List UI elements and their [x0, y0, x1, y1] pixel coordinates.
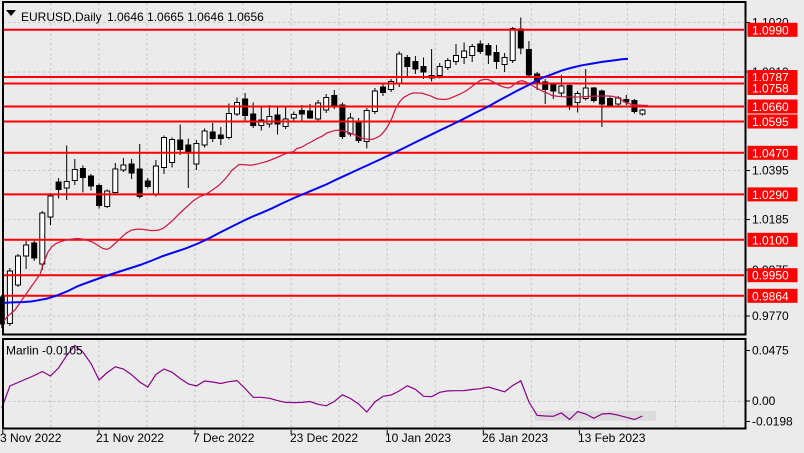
svg-text:21 Nov 2022: 21 Nov 2022: [96, 431, 164, 445]
svg-text:1.0395: 1.0395: [752, 164, 789, 178]
svg-text:-0.0198: -0.0198: [752, 415, 793, 429]
svg-text:13 Feb 2023: 13 Feb 2023: [578, 431, 646, 445]
svg-text:0.9864: 0.9864: [752, 289, 789, 303]
svg-text:1.0646 1.0665 1.0646 1.0656: 1.0646 1.0665 1.0646 1.0656: [107, 10, 264, 24]
svg-text:0.00: 0.00: [752, 394, 776, 408]
svg-text:1.0595: 1.0595: [752, 115, 789, 129]
svg-text:0.9950: 0.9950: [752, 269, 789, 283]
svg-text:1.0100: 1.0100: [752, 233, 789, 247]
svg-text:7 Dec 2022: 7 Dec 2022: [193, 431, 255, 445]
svg-text:Marlin -0.0105: Marlin -0.0105: [6, 344, 83, 358]
svg-text:0.9770: 0.9770: [752, 309, 789, 323]
svg-text:EURUSD,Daily: EURUSD,Daily: [21, 10, 102, 24]
svg-text:26 Jan 2023: 26 Jan 2023: [482, 431, 548, 445]
svg-text:0.0475: 0.0475: [752, 344, 789, 358]
svg-text:1.0290: 1.0290: [752, 188, 789, 202]
svg-text:3 Nov 2022: 3 Nov 2022: [0, 431, 62, 445]
svg-text:1.0185: 1.0185: [752, 213, 789, 227]
svg-text:1.0990: 1.0990: [752, 23, 789, 37]
svg-text:1.0758: 1.0758: [752, 82, 789, 96]
svg-text:1.0470: 1.0470: [752, 146, 789, 160]
svg-text:23 Dec 2022: 23 Dec 2022: [290, 431, 358, 445]
svg-text:1.0660: 1.0660: [752, 100, 789, 114]
svg-text:10 Jan 2023: 10 Jan 2023: [385, 431, 451, 445]
